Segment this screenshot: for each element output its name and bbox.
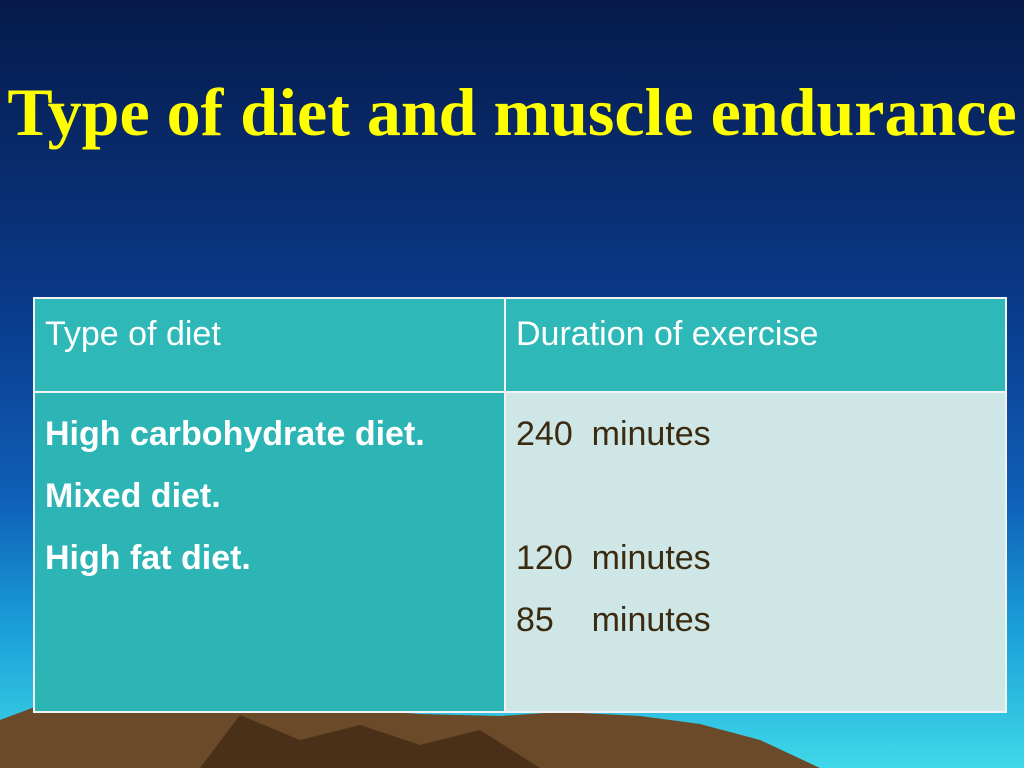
header-cell: Type of diet: [33, 297, 506, 393]
header-row: Type of diet Duration of exercise: [33, 297, 1007, 393]
diet-table: Type of diet Duration of exercise High c…: [33, 297, 1007, 713]
diet-cell: High carbohydrate diet. Mixed diet. High f…: [33, 391, 506, 713]
mountain-shadow: [200, 715, 540, 768]
mountains: [0, 700, 820, 768]
duration: 85 minutes: [516, 601, 711, 639]
duration: 240 minutes: [516, 415, 711, 453]
diet-type: High fat diet.: [45, 539, 251, 577]
header-cell: Duration of exercise: [504, 297, 1007, 393]
duration-cell: 240 minutes 120 minutes 85 minutes: [504, 391, 1007, 713]
diet-type: High carbohydrate diet.: [45, 415, 425, 453]
diet-type: Mixed diet.: [45, 477, 221, 515]
slide-title: Type of diet and muscle endurance: [7, 74, 1017, 150]
body-row: High carbohydrate diet. Mixed diet. High f…: [33, 391, 1007, 713]
duration: 120 minutes: [516, 539, 711, 577]
